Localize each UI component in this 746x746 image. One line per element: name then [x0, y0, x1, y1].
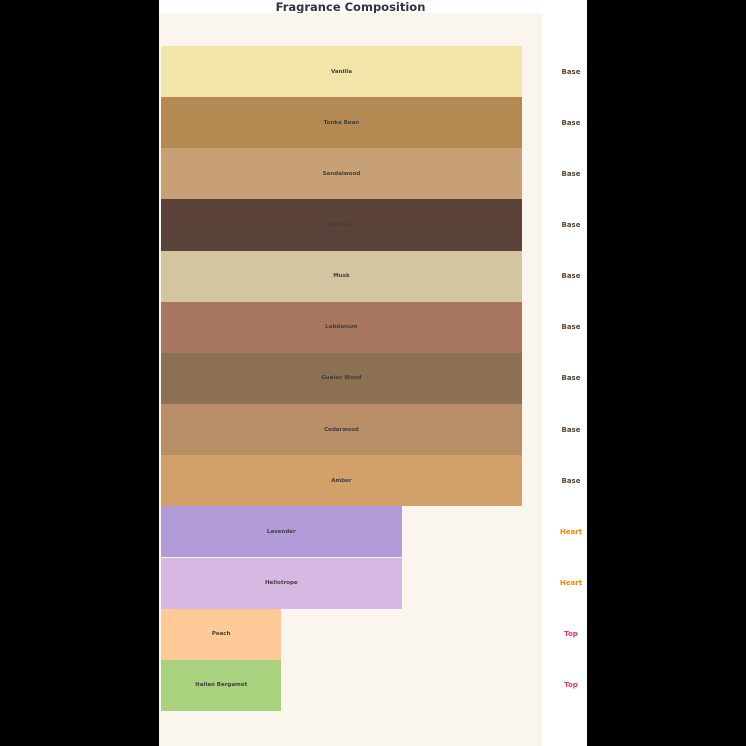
bar-lavender: Lavender	[161, 506, 402, 558]
bar-label-musk: Musk	[333, 273, 350, 280]
bar-label-tonka-bean: Tonka Bean	[323, 119, 360, 126]
bar-label-cedarwood: Cedarwood	[324, 426, 359, 433]
bar-label-guaiac-wood: Guaiac Wood	[321, 375, 362, 382]
group-label-base-vanilla: Base	[561, 67, 581, 76]
group-label-base-sandalwood: Base	[561, 169, 581, 178]
bar-tonka-bean: Tonka Bean	[161, 97, 522, 149]
group-label-heart-heliotrope: Heart	[559, 579, 583, 588]
bar-vanilla: Vanilla	[161, 46, 522, 98]
bar-label-vanilla: Vanilla	[330, 68, 352, 75]
bar-heliotrope: Heliotrope	[161, 557, 402, 609]
bar-labdanum: Labdanum	[161, 301, 522, 353]
group-label-top-italian-bergamot: Top	[564, 681, 578, 690]
group-label-base-cedarwood: Base	[561, 425, 581, 434]
group-label-top-peach: Top	[564, 630, 578, 639]
group-label-base-labdanum: Base	[561, 323, 581, 332]
bar-italian-bergamot: Italian Bergamot	[161, 659, 282, 711]
bar-musk: Musk	[161, 250, 522, 302]
bar-label-labdanum: Labdanum	[325, 324, 358, 331]
group-label-heart-lavender: Heart	[559, 527, 583, 536]
bar-label-peach: Peach	[211, 631, 231, 638]
group-label-base-musk: Base	[561, 272, 581, 281]
bar-label-patchouli: Patchouli	[327, 222, 356, 228]
bar-label-italian-bergamot: Italian Bergamot	[195, 682, 248, 689]
plot-area: Vanilla Tonka Bean Sandalwood Patchouli Musk…	[159, 13, 542, 746]
bar-label-heliotrope: Heliotrope	[264, 580, 298, 587]
chart-title: Fragrance Composition	[275, 0, 426, 14]
bar-cedarwood: Cedarwood	[161, 404, 522, 456]
bar-label-sandalwood: Sandalwood	[322, 170, 361, 177]
bar-guaiac-wood: Guaiac Wood	[161, 352, 522, 405]
bar-amber: Amber	[161, 455, 522, 507]
fragrance-composition-chart: Fragrance Composition Vanilla Tonka Bean S…	[159, 0, 587, 746]
group-label-base-tonka-bean: Base	[561, 118, 581, 127]
bar-patchouli: Patchouli	[161, 199, 522, 251]
bar-sandalwood: Sandalwood	[161, 148, 522, 200]
group-label-base-patchouli: Base	[561, 221, 581, 229]
group-label-base-amber: Base	[561, 476, 581, 485]
bar-peach: Peach	[161, 608, 282, 660]
bar-label-amber: Amber	[331, 477, 352, 484]
bar-label-lavender: Lavender	[266, 528, 296, 535]
group-label-base-guaiac-wood: Base	[561, 374, 581, 383]
